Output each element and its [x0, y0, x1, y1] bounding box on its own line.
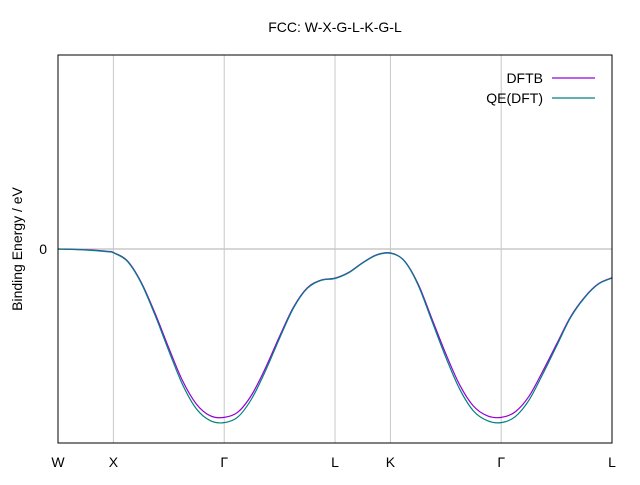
x-tick-label: L [608, 454, 616, 470]
legend: DFTB QE(DFT) [486, 70, 595, 106]
grid-layer [58, 55, 612, 443]
plot-frame [57, 54, 613, 444]
x-tick-label: L [331, 454, 339, 470]
y-tick-label: 0 [39, 241, 47, 257]
x-tick-label: W [51, 454, 65, 470]
x-tick-label: Γ [497, 454, 505, 470]
series-line-qe-dft [57, 248, 613, 424]
series-layer [57, 248, 613, 424]
legend-label-qe-dft: QE(DFT) [486, 90, 543, 106]
x-tick-label: Γ [220, 454, 228, 470]
x-tick-label: K [386, 454, 396, 470]
y-axis-label: Binding Energy / eV [9, 186, 25, 310]
y-tick-labels: 0 [39, 241, 47, 257]
x-tick-label: X [109, 454, 119, 470]
legend-label-dftb: DFTB [506, 70, 543, 86]
chart-title: FCC: W-X-G-L-K-G-L [268, 19, 402, 35]
